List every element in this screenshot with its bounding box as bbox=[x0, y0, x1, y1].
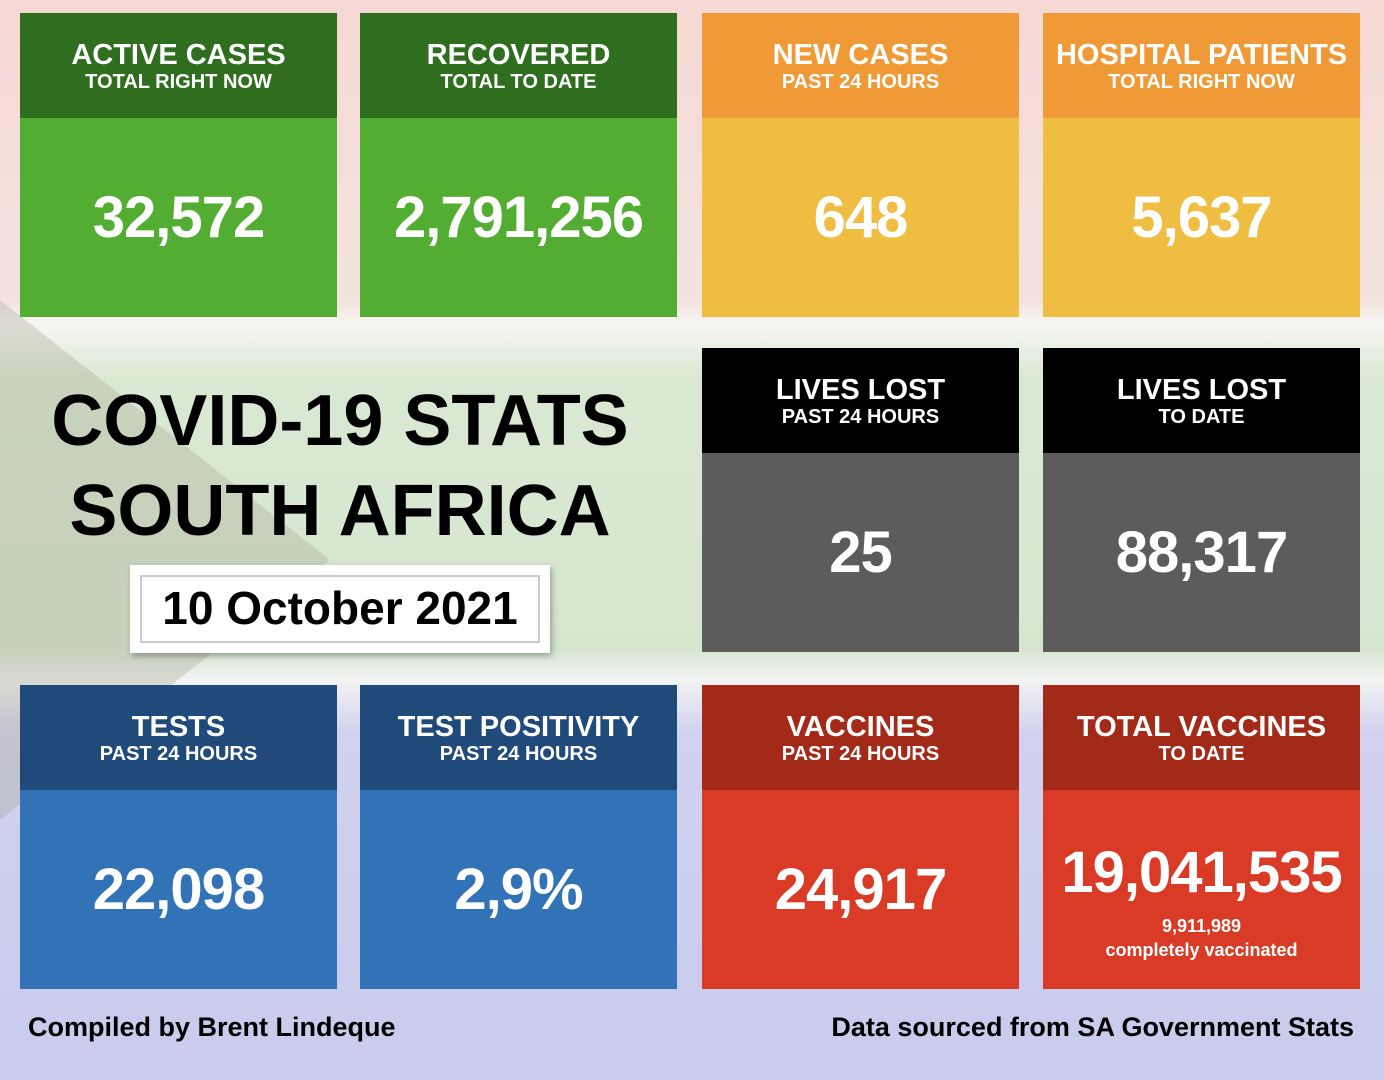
card-subtitle: TOTAL RIGHT NOW bbox=[1108, 70, 1295, 93]
card-title: TESTS bbox=[131, 710, 226, 743]
page-title-line1: COVID-19 STATS bbox=[51, 381, 629, 461]
card-title: RECOVERED bbox=[426, 38, 611, 71]
card-active-cases: ACTIVE CASES TOTAL RIGHT NOW 32,572 bbox=[20, 13, 337, 317]
date-text: 10 October 2021 bbox=[140, 575, 540, 643]
card-title: LIVES LOST bbox=[1116, 373, 1287, 406]
card-title: TOTAL VACCINES bbox=[1076, 710, 1327, 743]
card-title: LIVES LOST bbox=[775, 373, 946, 406]
card-subtitle: PAST 24 HOURS bbox=[439, 742, 598, 765]
completely-vaccinated-count: 9,911,989 bbox=[1161, 916, 1242, 936]
card-value: 24,917 bbox=[774, 857, 947, 922]
page-title-line2: SOUTH AFRICA bbox=[69, 471, 611, 551]
card-hospital-patients: HOSPITAL PATIENTS TOTAL RIGHT NOW 5,637 bbox=[1043, 13, 1360, 317]
card-value: 22,098 bbox=[92, 857, 265, 922]
card-tests: TESTS PAST 24 HOURS 22,098 bbox=[20, 685, 337, 989]
card-value: 19,041,535 bbox=[1061, 840, 1342, 905]
card-vaccines-24h: VACCINES PAST 24 HOURS 24,917 bbox=[702, 685, 1019, 989]
card-test-positivity: TEST POSITIVITY PAST 24 HOURS 2,9% bbox=[360, 685, 677, 989]
completely-vaccinated-label: completely vaccinated bbox=[1105, 940, 1298, 960]
card-value: 88,317 bbox=[1115, 520, 1288, 585]
footer-credit: Compiled by Brent Lindeque bbox=[28, 1012, 396, 1042]
card-subtitle: PAST 24 HOURS bbox=[781, 742, 940, 765]
card-value: 2,9% bbox=[454, 857, 583, 922]
card-subtitle: TOTAL TO DATE bbox=[440, 70, 597, 93]
card-title: NEW CASES bbox=[772, 38, 949, 71]
card-lives-lost-total: LIVES LOST TO DATE 88,317 bbox=[1043, 348, 1360, 652]
date-label: 10 October 2021 bbox=[130, 565, 550, 653]
footer-source: Data sourced from SA Government Stats bbox=[831, 1012, 1354, 1042]
card-subtitle: PAST 24 HOURS bbox=[99, 742, 258, 765]
card-title: ACTIVE CASES bbox=[71, 38, 286, 71]
card-subtitle: TO DATE bbox=[1158, 405, 1245, 428]
card-subtitle: TO DATE bbox=[1158, 742, 1245, 765]
card-value: 32,572 bbox=[92, 185, 265, 250]
card-value: 648 bbox=[813, 185, 909, 250]
card-new-cases: NEW CASES PAST 24 HOURS 648 bbox=[702, 13, 1019, 317]
card-value: 25 bbox=[829, 520, 893, 585]
card-lives-lost-24h: LIVES LOST PAST 24 HOURS 25 bbox=[702, 348, 1019, 652]
card-note: 9,911,989 completely vaccinated bbox=[1105, 914, 1297, 962]
card-subtitle: PAST 24 HOURS bbox=[781, 70, 940, 93]
card-title: HOSPITAL PATIENTS bbox=[1055, 38, 1348, 71]
card-title: TEST POSITIVITY bbox=[397, 710, 640, 743]
card-subtitle: PAST 24 HOURS bbox=[781, 405, 940, 428]
card-recovered: RECOVERED TOTAL TO DATE 2,791,256 bbox=[360, 13, 677, 317]
card-total-vaccines: TOTAL VACCINES TO DATE 19,041,535 9,911,989… bbox=[1043, 685, 1360, 989]
card-title: VACCINES bbox=[786, 710, 935, 743]
card-subtitle: TOTAL RIGHT NOW bbox=[85, 70, 272, 93]
card-value: 2,791,256 bbox=[393, 185, 644, 250]
card-value: 5,637 bbox=[1131, 185, 1272, 250]
